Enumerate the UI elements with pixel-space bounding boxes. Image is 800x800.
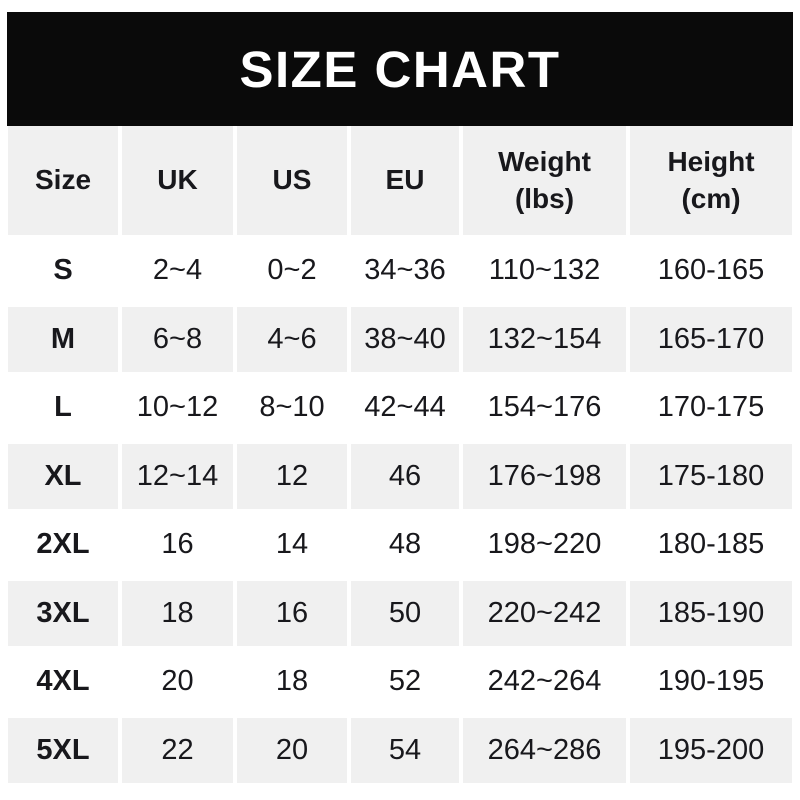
cell-uk: 6~8 [122, 306, 233, 372]
cell-us: 8~10 [237, 375, 347, 441]
cell-size: 5XL [8, 717, 118, 783]
column-header-label: EU [385, 164, 425, 196]
cell-us: 14 [237, 512, 347, 578]
size-table: Size UK US EU Weight (lbs) [4, 123, 796, 786]
cell-uk: 12~14 [122, 443, 233, 509]
cell-weight: 198~220 [463, 512, 626, 578]
table-row-s: S 2~4 0~2 34~36 110~132 160-165 [8, 238, 792, 304]
cell-size: S [8, 238, 118, 304]
column-header-weight: Weight (lbs) [463, 126, 626, 235]
cell-eu: 48 [351, 512, 459, 578]
cell-weight: 132~154 [463, 306, 626, 372]
table-row-4xl: 4XL 20 18 52 242~264 190-195 [8, 649, 792, 715]
column-header-sub: (lbs) [514, 182, 575, 214]
cell-height: 160-165 [630, 238, 792, 304]
cell-eu: 46 [351, 443, 459, 509]
table-header-row: Size UK US EU Weight (lbs) [8, 126, 792, 235]
table-row-l: L 10~12 8~10 42~44 154~176 170-175 [8, 375, 792, 441]
cell-weight: 264~286 [463, 717, 626, 783]
cell-size: 4XL [8, 649, 118, 715]
column-header-eu: EU [351, 126, 459, 235]
cell-height: 195-200 [630, 717, 792, 783]
table-row-m: M 6~8 4~6 38~40 132~154 165-170 [8, 306, 792, 372]
cell-uk: 10~12 [122, 375, 233, 441]
cell-size: L [8, 375, 118, 441]
cell-weight: 176~198 [463, 443, 626, 509]
column-header-label: UK [157, 164, 198, 196]
cell-height: 175-180 [630, 443, 792, 509]
cell-height: 165-170 [630, 306, 792, 372]
cell-height: 180-185 [630, 512, 792, 578]
column-header-height: Height (cm) [630, 126, 792, 235]
cell-uk: 22 [122, 717, 233, 783]
cell-us: 0~2 [237, 238, 347, 304]
cell-eu: 42~44 [351, 375, 459, 441]
cell-uk: 20 [122, 649, 233, 715]
cell-size: XL [8, 443, 118, 509]
column-header-label: Height [667, 146, 755, 178]
column-header-size: Size [8, 126, 118, 235]
column-header-label: US [272, 164, 312, 196]
table-row-2xl: 2XL 16 14 48 198~220 180-185 [8, 512, 792, 578]
cell-weight: 110~132 [463, 238, 626, 304]
cell-uk: 2~4 [122, 238, 233, 304]
cell-size: 3XL [8, 580, 118, 646]
column-header-uk: UK [122, 126, 233, 235]
cell-height: 190-195 [630, 649, 792, 715]
cell-us: 4~6 [237, 306, 347, 372]
cell-height: 170-175 [630, 375, 792, 441]
table-row-5xl: 5XL 22 20 54 264~286 195-200 [8, 717, 792, 783]
cell-uk: 16 [122, 512, 233, 578]
cell-size: 2XL [8, 512, 118, 578]
column-header-label: Weight [498, 146, 591, 178]
cell-us: 12 [237, 443, 347, 509]
column-header-us: US [237, 126, 347, 235]
table-row-3xl: 3XL 18 16 50 220~242 185-190 [8, 580, 792, 646]
cell-eu: 34~36 [351, 238, 459, 304]
cell-uk: 18 [122, 580, 233, 646]
cell-eu: 52 [351, 649, 459, 715]
cell-us: 20 [237, 717, 347, 783]
cell-eu: 54 [351, 717, 459, 783]
cell-eu: 38~40 [351, 306, 459, 372]
cell-weight: 242~264 [463, 649, 626, 715]
cell-weight: 154~176 [463, 375, 626, 441]
table-row-xl: XL 12~14 12 46 176~198 175-180 [8, 443, 792, 509]
page-title: SIZE CHART [239, 40, 561, 98]
cell-us: 16 [237, 580, 347, 646]
cell-eu: 50 [351, 580, 459, 646]
cell-size: M [8, 306, 118, 372]
cell-height: 185-190 [630, 580, 792, 646]
column-header-label: Size [34, 164, 92, 196]
cell-us: 18 [237, 649, 347, 715]
title-banner: SIZE CHART [7, 12, 793, 126]
column-header-sub: (cm) [681, 182, 741, 214]
cell-weight: 220~242 [463, 580, 626, 646]
